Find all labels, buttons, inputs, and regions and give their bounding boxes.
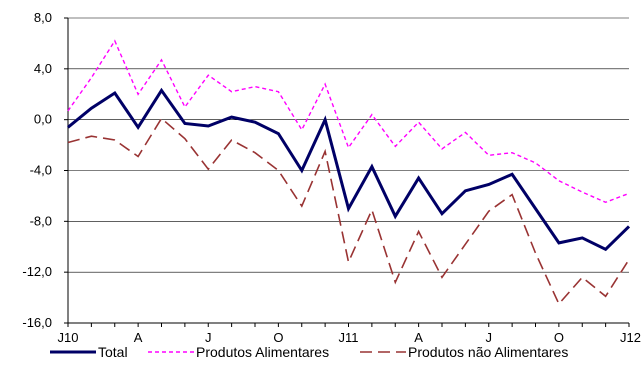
axes (64, 17, 630, 327)
x-tick-label: J11 (339, 330, 359, 345)
y-tick-label: 0,0 (34, 112, 52, 127)
grid-lines (68, 17, 629, 273)
y-tick-label: 8,0 (34, 10, 52, 25)
y-tick-label: -4,0 (30, 163, 52, 178)
legend-label: Produtos não Alimentares (408, 344, 568, 360)
y-tick-label: -8,0 (30, 213, 52, 228)
series-lines (67, 39, 631, 306)
legend-label: Total (98, 344, 128, 360)
x-tick-label: J (205, 330, 212, 345)
x-tick-label: A (414, 330, 423, 345)
x-tick-label: A (134, 330, 143, 345)
y-tick-label: -12,0 (22, 264, 52, 279)
x-tick-label: J10 (58, 330, 79, 345)
x-tick-label: J12 (620, 330, 641, 345)
series-line-0 (67, 87, 631, 252)
x-tick-label: O (273, 330, 283, 345)
x-tick-label: O (554, 330, 564, 345)
x-tick-label: J (486, 330, 493, 345)
y-axis-tick-labels: 8,0 4,0 0,0 -4,0 -8,0 -12,0 -16,0 (22, 10, 52, 330)
y-tick-label: -16,0 (22, 315, 52, 330)
legend: Total Produtos Alimentares Produtos não Al… (50, 344, 568, 360)
x-axis-tick-labels: J10 A J O J11 A J O J12 (58, 330, 641, 345)
y-tick-label: 4,0 (34, 61, 52, 76)
series-line-1 (67, 39, 630, 204)
legend-label: Produtos Alimentares (196, 344, 329, 360)
